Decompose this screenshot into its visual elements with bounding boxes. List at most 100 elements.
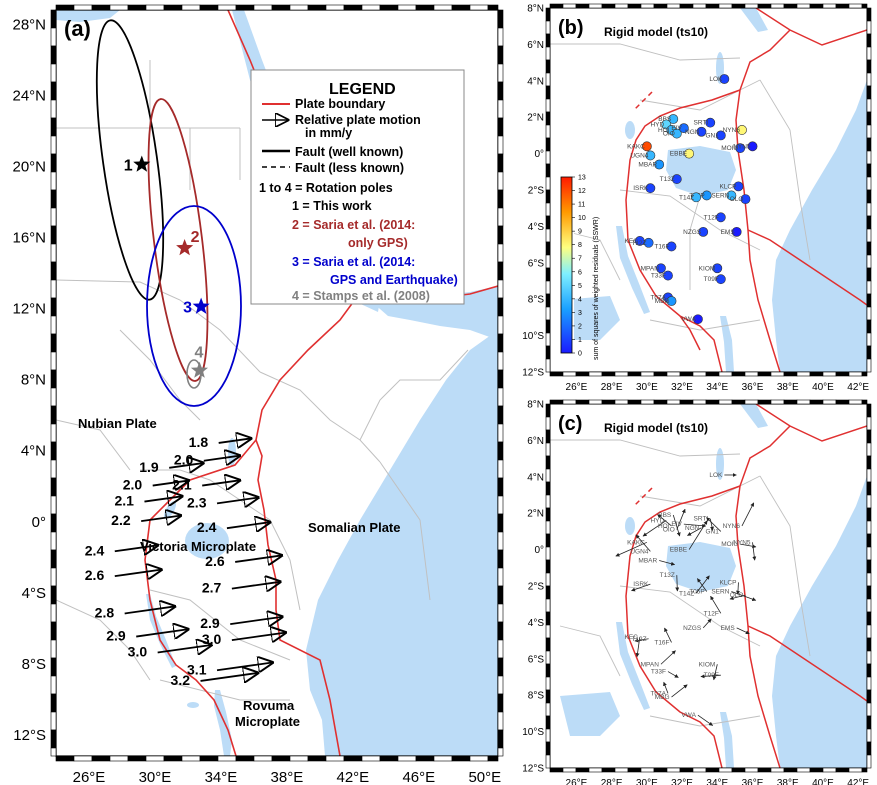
station-label: MPAN [641,661,660,668]
frame-segment [545,111,551,126]
panel-b-red-sea [740,8,768,32]
frame-segment [50,171,57,191]
frame-segment [653,371,668,377]
frame-segment [545,176,551,191]
station-label: NYN5 [733,539,751,546]
frame-segment [235,755,255,762]
frame-segment [545,546,551,561]
residual-vector [631,583,651,592]
frame-segment [718,767,733,773]
latitude-label: 6°N [527,436,544,447]
latitude-label: 10°S [522,727,544,738]
colorbar-tick-label: 8 [578,242,582,249]
station-marker [747,141,758,152]
frame-segment [866,702,872,717]
frame-segment [822,371,837,377]
frame-segment [497,243,504,263]
frame-segment [822,399,837,405]
residual-vector [635,534,651,552]
station-marker [641,141,652,152]
frame-segment [307,755,327,762]
station-label: SERN [711,588,729,595]
frame-segment [866,520,872,535]
residual-vector [710,595,722,614]
legend-fault-known: Fault (well known) [295,145,403,159]
frame-segment [653,3,668,9]
frame-segment [55,4,75,11]
frame-segment [866,637,872,652]
frame-segment [866,572,872,587]
colorbar-tick-label: 6 [578,269,582,276]
station-marker [684,148,695,159]
frame-segment [545,442,551,457]
frame-segment [127,4,147,11]
frame-segment [55,755,75,762]
frame-segment [545,481,551,496]
latitude-label: 28°N [12,16,46,33]
latitude-label: 4°S [528,222,545,233]
colorbar-tick-label: 4 [578,296,582,303]
panel-a-longitude-labels: 26°E 30°E 34°E 38°E 42°E 46°E 50°E [73,769,502,785]
frame-segment [545,20,551,35]
station-label: GN1 [705,132,719,139]
motion-rate-label: 2.0 [123,477,143,493]
legend-fault-less: Fault (less known) [295,161,404,175]
frame-segment [705,3,720,9]
motion-arrow [144,496,181,501]
pole-1-label: 1 [124,158,133,175]
frame-segment [545,293,551,308]
station-label: KEC [624,634,638,641]
station-marker [654,159,665,170]
frame-segment [822,3,837,9]
frame-segment [866,598,872,613]
frame-segment [866,7,872,22]
frame-segment [545,429,551,444]
pole-1-ellipse [95,19,165,301]
frame-segment [545,280,551,295]
frame-segment [718,399,733,405]
frame-segment [361,4,381,11]
station-marker [701,190,712,201]
station-label: NZGS [683,229,702,236]
station-label: NYN6 [723,127,741,134]
frame-segment [497,297,504,317]
station-marker [698,226,709,237]
latitude-label: 4°S [22,585,46,602]
frame-segment [835,371,850,377]
station-label: T07A [650,294,666,301]
frame-segment [50,531,57,551]
frame-segment [497,405,504,425]
frame-segment [91,4,111,11]
panel-c-lake-victoria [666,542,736,592]
pole-4-star [190,361,208,378]
frame-segment [50,405,57,425]
panel-a-label: (a) [64,16,91,41]
frame-segment [325,4,345,11]
frame-segment [497,747,504,757]
latitude-label: 0° [32,514,46,531]
frame-segment [497,279,504,299]
station-marker [726,190,737,201]
frame-segment [545,202,551,217]
motion-rate-label: 2.6 [205,553,225,569]
frame-segment [497,693,504,713]
frame-segment [145,4,165,11]
frame-segment [679,371,694,377]
frame-segment [866,455,872,470]
frame-segment [835,3,850,9]
station-label: KLCP [719,579,736,586]
frame-segment [562,767,577,773]
longitude-label: 42°E [337,769,370,785]
station-marker [737,125,747,135]
station-marker [740,194,751,204]
frame-segment [451,755,471,762]
longitude-label: 32°E [671,382,693,393]
station-marker [712,263,723,274]
frame-segment [545,624,551,639]
frame-segment [497,657,504,677]
frame-segment [866,267,872,282]
frame-segment [545,98,551,113]
frame-segment [545,332,551,347]
